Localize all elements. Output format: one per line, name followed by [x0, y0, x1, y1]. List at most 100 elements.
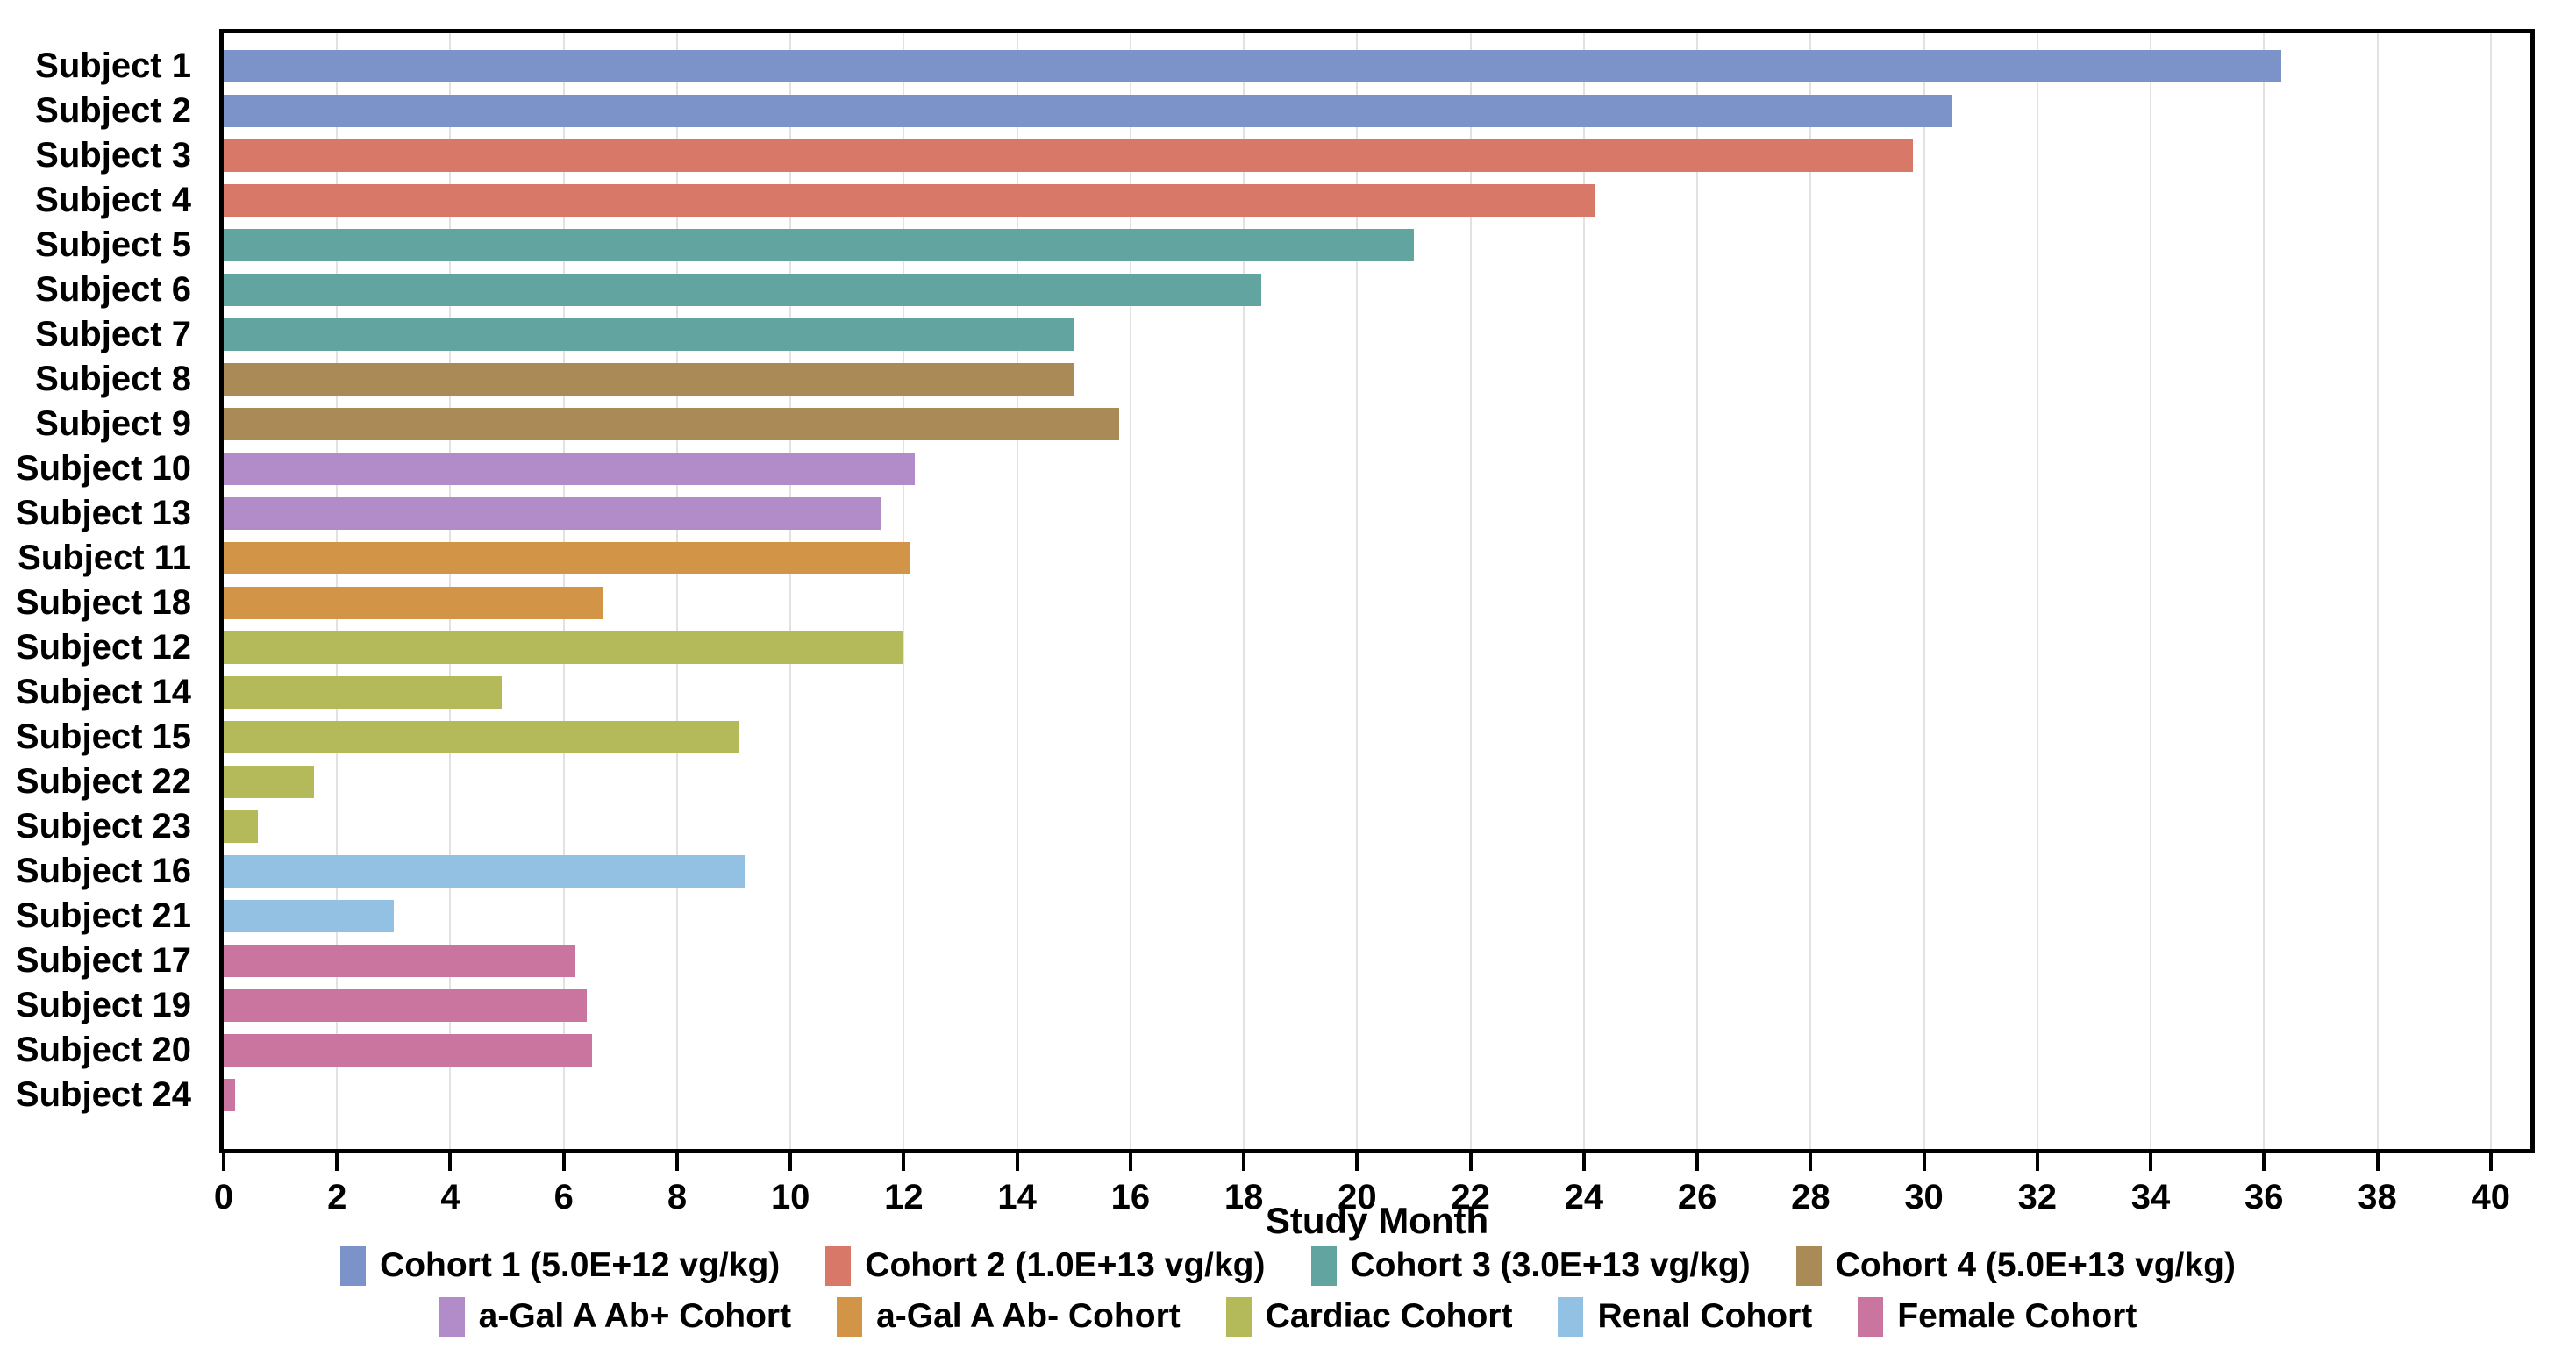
- bar-subject-24: [224, 1079, 235, 1111]
- gridline-22: [1469, 33, 1472, 1149]
- x-tick-mark-14: [1015, 1153, 1019, 1171]
- x-tick-mark-0: [222, 1153, 225, 1171]
- bar-row-subject-7: [224, 312, 2530, 357]
- legend-row-2: a-Gal A Ab+ Cohort a-Gal A Ab- Cohort Card…: [0, 1291, 2576, 1342]
- y-label-subject-23: Subject 23: [15, 807, 191, 846]
- gridline-40: [2489, 33, 2492, 1149]
- bar-subject-4: [224, 184, 1595, 217]
- x-tick-label-24: 24: [1564, 1178, 1604, 1217]
- x-tick-mark-32: [2035, 1153, 2039, 1171]
- bar-row-subject-14: [224, 670, 2530, 715]
- legend-label-abminus: a-Gal A Ab- Cohort: [876, 1297, 1181, 1335]
- x-tick-label-2: 2: [327, 1178, 347, 1217]
- x-tick-mark-2: [335, 1153, 339, 1171]
- bar-subject-17: [224, 945, 575, 977]
- bar-subject-5: [224, 229, 1414, 261]
- y-label-subject-10: Subject 10: [15, 449, 191, 488]
- y-label-subject-14: Subject 14: [15, 673, 191, 711]
- y-label-subject-18: Subject 18: [15, 583, 191, 622]
- bar-subject-11: [224, 542, 910, 574]
- y-label-subject-20: Subject 20: [15, 1031, 191, 1069]
- legend: Cohort 1 (5.0E+12 vg/kg) Cohort 2 (1.0E+1…: [0, 1240, 2576, 1342]
- x-tick-label-36: 36: [2244, 1178, 2284, 1217]
- y-label-subject-19: Subject 19: [15, 986, 191, 1024]
- x-tick-label-26: 26: [1677, 1178, 1717, 1217]
- bar-row-subject-21: [224, 894, 2530, 938]
- bar-row-subject-9: [224, 402, 2530, 446]
- bar-row-subject-16: [224, 849, 2530, 894]
- x-tick-label-0: 0: [213, 1178, 234, 1217]
- bar-row-subject-8: [224, 357, 2530, 402]
- legend-swatch-female: [1858, 1296, 1884, 1337]
- bar-subject-15: [224, 721, 740, 753]
- bar-subject-22: [224, 766, 315, 798]
- gridline-34: [2150, 33, 2152, 1149]
- legend-swatch-cohort3: [1310, 1245, 1337, 1286]
- gridline-24: [1582, 33, 1585, 1149]
- legend-swatch-cohort2: [825, 1245, 852, 1286]
- x-tick-mark-36: [2262, 1153, 2266, 1171]
- bar-row-subject-1: [224, 44, 2530, 89]
- bar-row-subject-24: [224, 1073, 2530, 1117]
- bar-subject-16: [224, 855, 746, 888]
- legend-swatch-cardiac: [1225, 1296, 1252, 1337]
- gridline-32: [2036, 33, 2038, 1149]
- gridline-16: [1129, 33, 1131, 1149]
- y-label-subject-13: Subject 13: [15, 494, 191, 532]
- bar-row-subject-13: [224, 491, 2530, 536]
- bar-subject-19: [224, 989, 587, 1022]
- x-tick-mark-24: [1581, 1153, 1586, 1171]
- legend-swatch-cohort1: [340, 1245, 367, 1286]
- x-axis-ticks: 0 2 4 6 8 10 12 14 16 18 20 22 24 26 28 30 32 34 36 38 40: [214, 1153, 2530, 1232]
- y-label-subject-17: Subject 17: [15, 941, 191, 980]
- bar-row-subject-19: [224, 983, 2530, 1028]
- x-tick-label-28: 28: [1791, 1178, 1830, 1217]
- bar-row-subject-18: [224, 581, 2530, 625]
- x-tick-label-30: 30: [1904, 1178, 1944, 1217]
- x-tick-label-16: 16: [1110, 1178, 1151, 1217]
- bar-subject-20: [224, 1034, 593, 1067]
- legend-label-female: Female Cohort: [1897, 1297, 2137, 1335]
- bar-subject-3: [224, 139, 1913, 172]
- bar-row-subject-17: [224, 938, 2530, 983]
- x-tick-label-40: 40: [2471, 1178, 2511, 1217]
- bar-row-subject-23: [224, 804, 2530, 849]
- x-tick-mark-26: [1695, 1153, 1700, 1171]
- bar-subject-12: [224, 631, 904, 664]
- x-tick-mark-8: [674, 1153, 679, 1171]
- legend-item-female: Female Cohort: [1858, 1296, 2137, 1337]
- x-tick-mark-16: [1128, 1153, 1132, 1171]
- bar-row-subject-3: [224, 133, 2530, 178]
- y-label-subject-1: Subject 1: [35, 46, 191, 85]
- bar-subject-23: [224, 810, 258, 843]
- y-label-subject-12: Subject 12: [15, 628, 191, 667]
- gridline-12: [903, 33, 905, 1149]
- legend-label-cardiac: Cardiac Cohort: [1265, 1297, 1513, 1335]
- legend-swatch-abminus: [837, 1296, 863, 1337]
- legend-item-renal: Renal Cohort: [1558, 1296, 1813, 1337]
- x-tick-mark-12: [902, 1153, 906, 1171]
- x-tick-label-6: 6: [553, 1178, 574, 1217]
- bar-row-subject-2: [224, 89, 2530, 133]
- bar-row-subject-20: [224, 1028, 2530, 1073]
- legend-item-cohort4: Cohort 4 (5.0E+13 vg/kg): [1795, 1245, 2236, 1286]
- gridline-38: [2376, 33, 2379, 1149]
- bar-subject-9: [224, 408, 1119, 440]
- bar-row-subject-12: [224, 625, 2530, 670]
- legend-item-cohort3: Cohort 3 (3.0E+13 vg/kg): [1310, 1245, 1751, 1286]
- bar-subject-18: [224, 587, 603, 619]
- x-tick-mark-20: [1355, 1153, 1359, 1171]
- gridline-28: [1809, 33, 1812, 1149]
- bar-subject-8: [224, 363, 1074, 396]
- bar-row-subject-4: [224, 178, 2530, 223]
- y-label-subject-6: Subject 6: [35, 270, 191, 309]
- x-tick-mark-18: [1242, 1153, 1246, 1171]
- legend-label-renal: Renal Cohort: [1597, 1297, 1813, 1335]
- x-tick-label-10: 10: [770, 1178, 810, 1217]
- y-label-subject-8: Subject 8: [35, 360, 191, 398]
- legend-swatch-abplus: [439, 1296, 465, 1337]
- x-tick-label-12: 12: [884, 1178, 924, 1217]
- x-tick-label-34: 34: [2130, 1178, 2171, 1217]
- y-label-subject-16: Subject 16: [15, 852, 191, 890]
